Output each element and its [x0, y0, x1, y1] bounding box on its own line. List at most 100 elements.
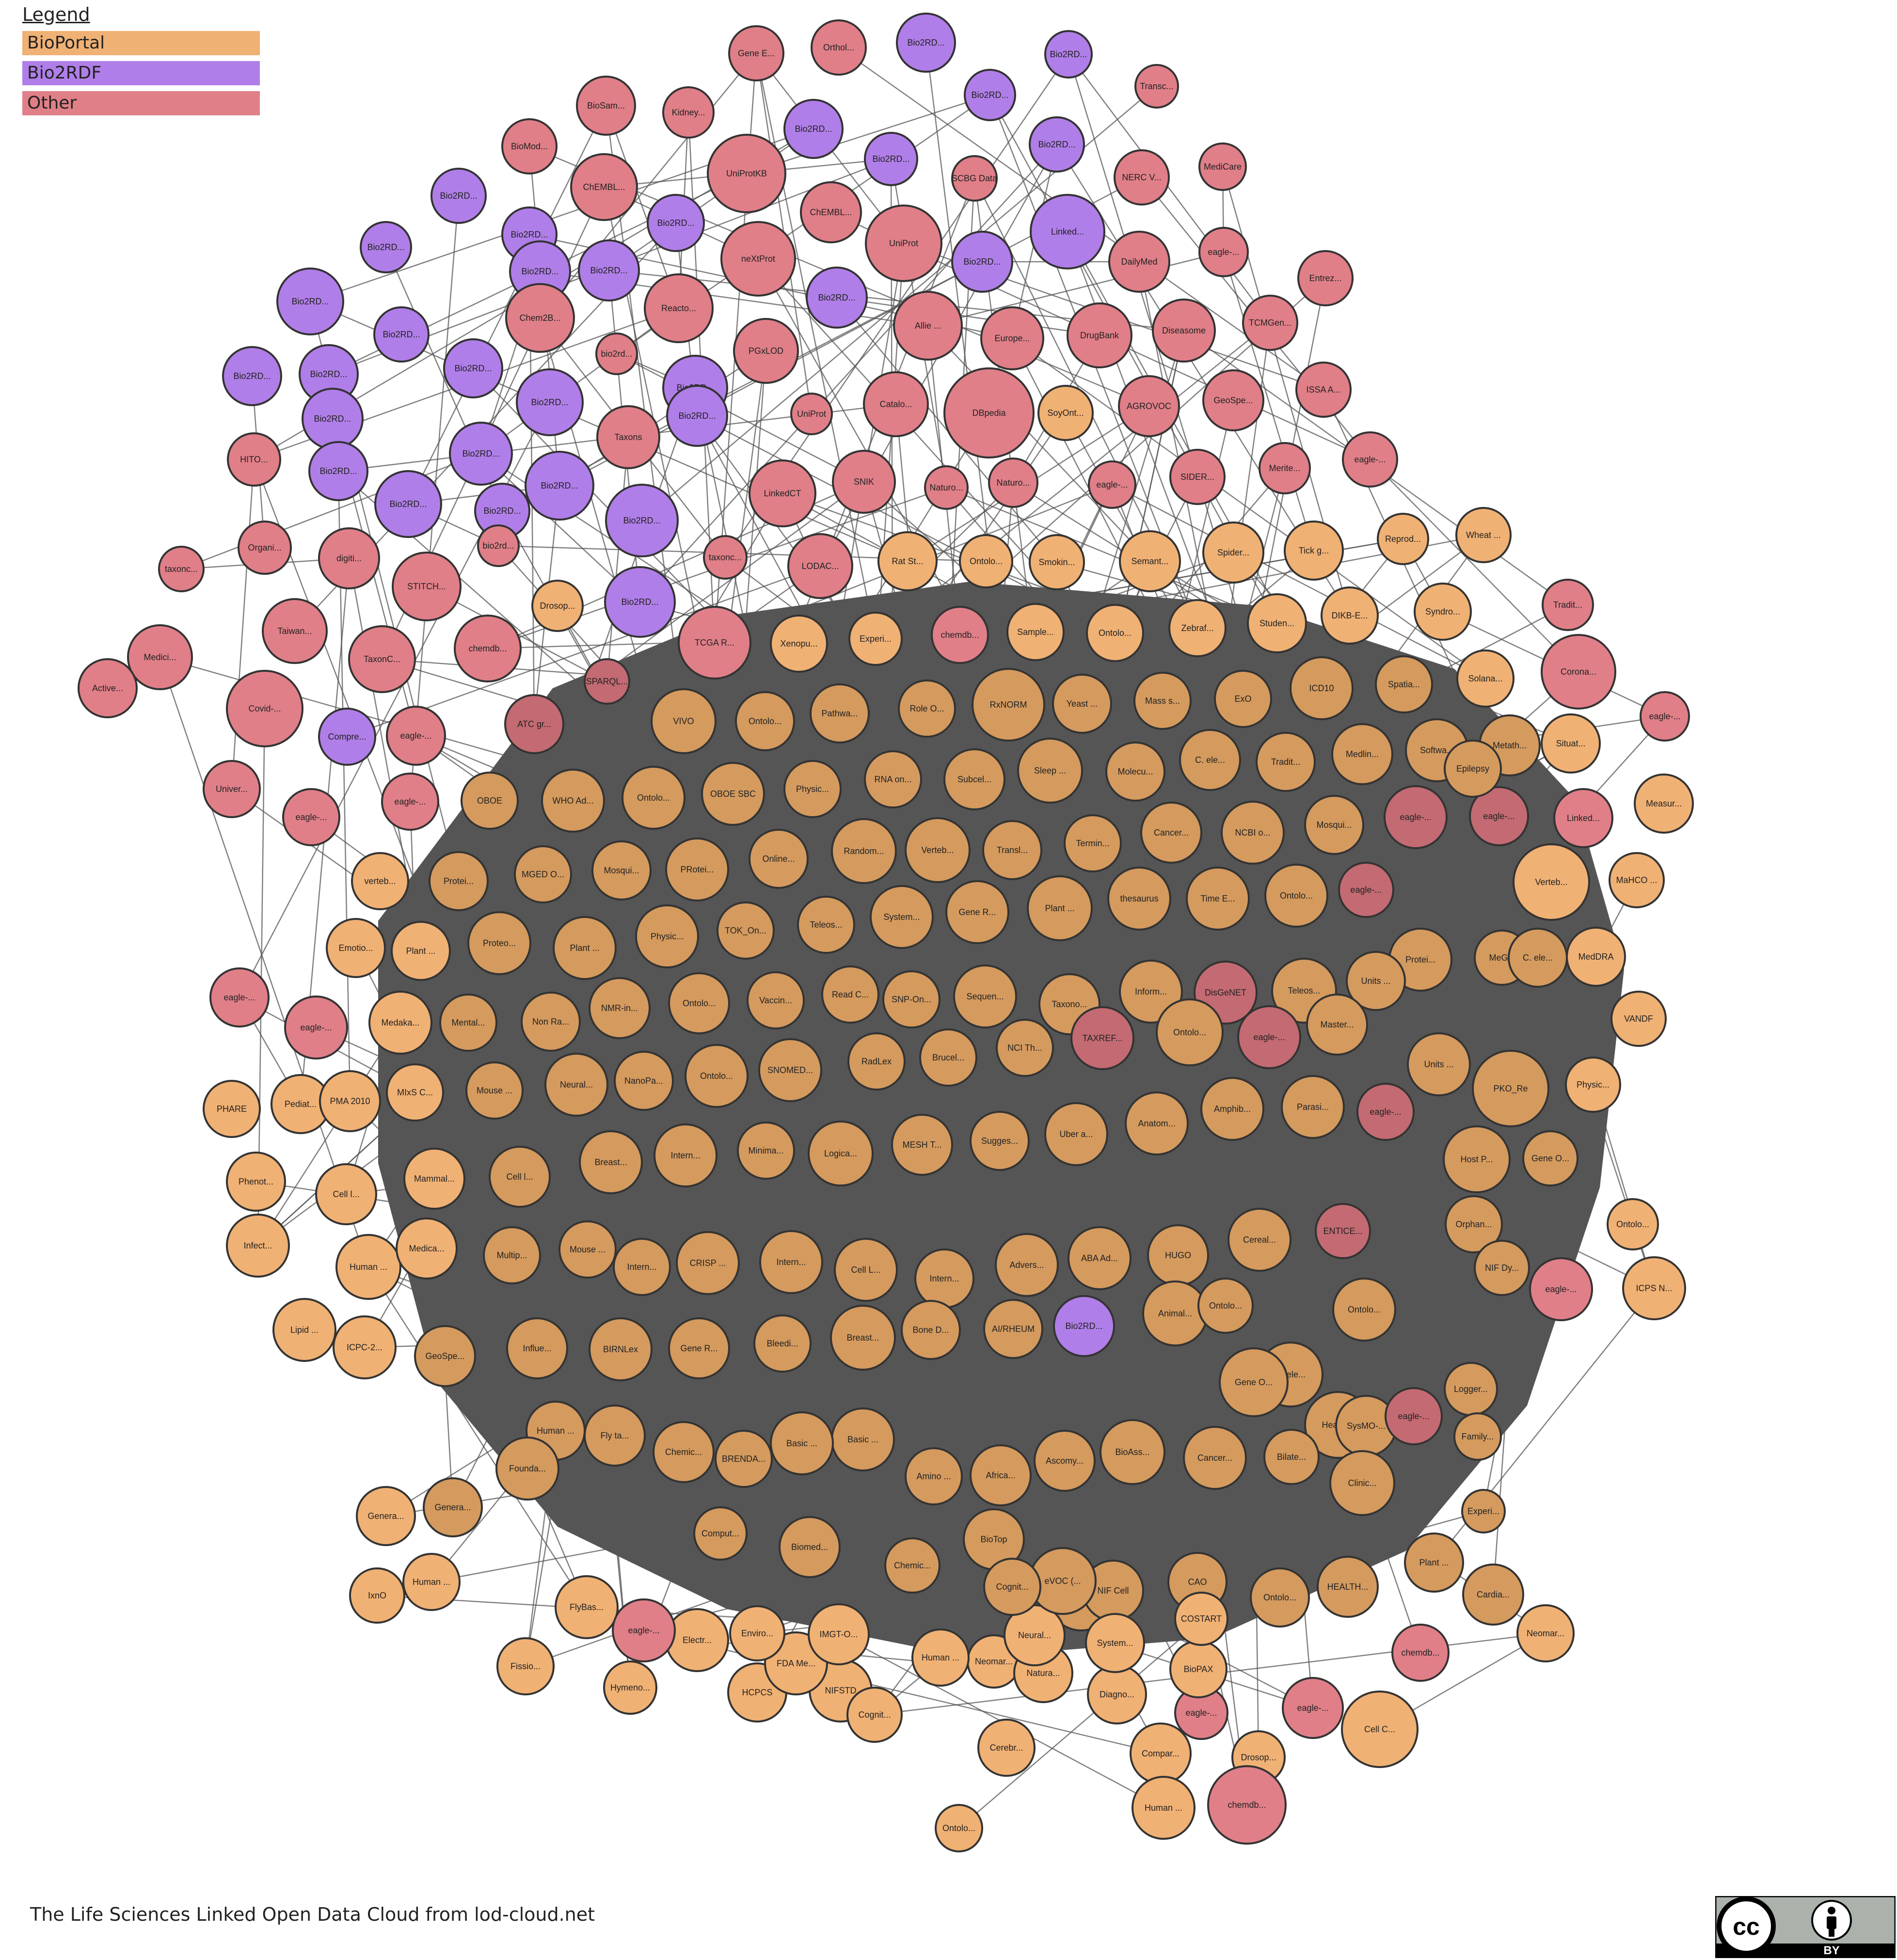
- dataset-node[interactable]: Physic...: [1565, 1057, 1621, 1113]
- dataset-node[interactable]: Basic ...: [770, 1411, 834, 1475]
- node-circle[interactable]: [1085, 1613, 1145, 1673]
- dataset-node[interactable]: Bilate...: [1263, 1429, 1320, 1485]
- node-circle[interactable]: [584, 658, 630, 705]
- dataset-node[interactable]: SIDER...: [1169, 449, 1226, 505]
- dataset-node[interactable]: Medici...: [127, 624, 193, 690]
- node-circle[interactable]: [381, 773, 439, 831]
- dataset-node[interactable]: Studen...: [1247, 593, 1307, 653]
- dataset-node[interactable]: PKO_Re: [1472, 1050, 1549, 1127]
- dataset-node[interactable]: Bio2RD...: [516, 368, 584, 436]
- dataset-node[interactable]: Ontolo...: [1332, 1278, 1396, 1342]
- node-circle[interactable]: [318, 527, 380, 589]
- dataset-node[interactable]: Ontolo...: [1086, 604, 1144, 662]
- dataset-node[interactable]: NCI Th...: [996, 1019, 1054, 1077]
- dataset-node[interactable]: Compre...: [318, 708, 376, 766]
- node-circle[interactable]: [891, 1114, 953, 1176]
- dataset-node[interactable]: Transl...: [982, 820, 1042, 880]
- node-circle[interactable]: [1284, 521, 1344, 581]
- node-circle[interactable]: [1407, 1032, 1471, 1096]
- dataset-node[interactable]: PRotei...: [665, 838, 729, 901]
- dataset-node[interactable]: Taxons: [596, 405, 660, 469]
- dataset-node[interactable]: NMR-in...: [589, 977, 651, 1039]
- dataset-node[interactable]: eagle-...: [1198, 227, 1249, 277]
- node-circle[interactable]: [1282, 1677, 1344, 1739]
- node-circle[interactable]: [901, 1300, 961, 1360]
- dataset-node[interactable]: Units ...: [1346, 951, 1406, 1011]
- dataset-node[interactable]: COSTART: [1174, 1592, 1228, 1646]
- dataset-node[interactable]: GeoSpe...: [1202, 369, 1264, 431]
- node-circle[interactable]: [1168, 599, 1227, 657]
- dataset-node[interactable]: Taiwan...: [262, 598, 328, 664]
- dataset-node[interactable]: eagle-...: [1640, 691, 1690, 742]
- node-circle[interactable]: [1174, 1592, 1228, 1646]
- dataset-node[interactable]: Syndro...: [1414, 583, 1472, 641]
- dataset-node[interactable]: Lipid ...: [272, 1298, 336, 1362]
- dataset-node[interactable]: Bio2RD...: [360, 221, 412, 273]
- dataset-node[interactable]: Fly ta...: [584, 1405, 646, 1467]
- dataset-node[interactable]: chemdb...: [931, 606, 989, 664]
- dataset-node[interactable]: eagle-...: [612, 1598, 676, 1662]
- dataset-node[interactable]: Chemic...: [653, 1421, 715, 1483]
- dataset-node[interactable]: C. ele...: [1508, 928, 1568, 988]
- node-circle[interactable]: [1607, 1198, 1659, 1250]
- node-circle[interactable]: [1385, 1387, 1443, 1445]
- dataset-node[interactable]: PGxLOD: [733, 318, 799, 384]
- node-circle[interactable]: [348, 625, 416, 693]
- dataset-node[interactable]: Spider...: [1202, 522, 1264, 584]
- dataset-node[interactable]: taxonc...: [158, 546, 205, 592]
- node-circle[interactable]: [1227, 1208, 1291, 1272]
- node-circle[interactable]: [717, 901, 775, 960]
- node-circle[interactable]: [1474, 1240, 1530, 1296]
- node-circle[interactable]: [735, 691, 795, 751]
- node-circle[interactable]: [591, 840, 652, 901]
- dataset-node[interactable]: eagle-...: [1342, 431, 1398, 488]
- dataset-node[interactable]: NIF Dy...: [1474, 1240, 1530, 1296]
- dataset-node[interactable]: TAXREF...: [1070, 1006, 1134, 1070]
- node-circle[interactable]: [514, 845, 572, 903]
- node-circle[interactable]: [553, 916, 617, 980]
- dataset-node[interactable]: Breast...: [830, 1305, 896, 1371]
- node-circle[interactable]: [579, 1130, 643, 1194]
- dataset-node[interactable]: Orphan...: [1445, 1195, 1503, 1253]
- dataset-node[interactable]: Bio2RD...: [276, 268, 344, 335]
- dataset-node[interactable]: DBpedia: [943, 367, 1035, 458]
- node-circle[interactable]: [1214, 670, 1272, 728]
- node-circle[interactable]: [737, 1122, 795, 1180]
- dataset-node[interactable]: DailyMed: [1108, 231, 1170, 293]
- node-circle[interactable]: [770, 1411, 834, 1475]
- node-circle[interactable]: [811, 19, 867, 76]
- dataset-node[interactable]: TCMGen...: [1242, 295, 1298, 351]
- dataset-node[interactable]: HEALTH...: [1317, 1556, 1379, 1618]
- dataset-node[interactable]: Founda...: [495, 1437, 559, 1501]
- dataset-node[interactable]: Bio2RD...: [1053, 1295, 1115, 1357]
- dataset-node[interactable]: Bio2RD...: [525, 451, 594, 521]
- dataset-node[interactable]: Bio2RD...: [783, 99, 844, 159]
- dataset-node[interactable]: taxonc...: [703, 535, 748, 580]
- node-circle[interactable]: [430, 168, 487, 224]
- dataset-node[interactable]: Advers...: [995, 1233, 1059, 1297]
- dataset-node[interactable]: Human ...: [911, 1628, 970, 1687]
- node-circle[interactable]: [238, 521, 292, 575]
- node-circle[interactable]: [1134, 64, 1179, 109]
- node-circle[interactable]: [158, 546, 205, 592]
- node-circle[interactable]: [226, 1214, 290, 1278]
- dataset-node[interactable]: Plant ...: [1027, 875, 1093, 941]
- dataset-node[interactable]: Basic ...: [831, 1407, 895, 1471]
- node-circle[interactable]: [1377, 513, 1429, 565]
- dataset-node[interactable]: Tradit...: [1256, 732, 1316, 792]
- node-circle[interactable]: [1461, 1489, 1506, 1533]
- dataset-node[interactable]: ISSA A...: [1295, 362, 1352, 418]
- dataset-node[interactable]: ICPC-2...: [333, 1315, 397, 1379]
- dataset-node[interactable]: Bio2RD...: [964, 69, 1016, 121]
- dataset-node[interactable]: Molecu...: [1105, 742, 1165, 802]
- dataset-node[interactable]: Ontolo...: [668, 972, 730, 1034]
- node-circle[interactable]: [830, 1305, 896, 1371]
- node-circle[interactable]: [1108, 231, 1170, 293]
- dataset-node[interactable]: RNA on...: [864, 750, 922, 808]
- dataset-node[interactable]: HITO...: [227, 432, 281, 487]
- dataset-node[interactable]: eagle-...: [1088, 460, 1136, 509]
- dataset-node[interactable]: Sample...: [1006, 603, 1065, 661]
- dataset-node[interactable]: SNIK: [832, 450, 896, 514]
- node-circle[interactable]: [1456, 649, 1514, 708]
- node-circle[interactable]: [613, 1238, 671, 1296]
